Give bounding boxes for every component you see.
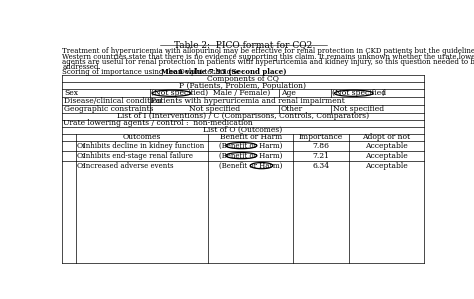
Text: Age: Age xyxy=(281,89,296,97)
Text: Patients with hyperuricemia and renal impairment: Patients with hyperuricemia and renal im… xyxy=(152,97,345,105)
Text: Acceptable: Acceptable xyxy=(365,162,408,170)
Text: Sex: Sex xyxy=(64,89,78,97)
Text: Acceptable: Acceptable xyxy=(365,152,408,160)
Text: Not specified: Not specified xyxy=(189,105,240,113)
Text: Increased adverse events: Increased adverse events xyxy=(83,162,174,170)
Text: Importance: Importance xyxy=(299,133,343,141)
Text: 7.86: 7.86 xyxy=(313,142,330,150)
Text: Other: Other xyxy=(281,105,303,113)
Text: Inhibits end-stage renal failure: Inhibits end-stage renal failure xyxy=(83,152,193,160)
Text: Mean value 7.93 (Second place): Mean value 7.93 (Second place) xyxy=(161,68,286,76)
Text: Benefit or Harm: Benefit or Harm xyxy=(219,133,282,141)
Text: O₃: O₃ xyxy=(77,162,86,170)
Text: Inhibits decline in kidney function: Inhibits decline in kidney function xyxy=(83,142,204,150)
Text: Adopt or not: Adopt or not xyxy=(362,133,410,141)
Text: (Benefit or Harm): (Benefit or Harm) xyxy=(219,162,283,170)
Text: Acceptable: Acceptable xyxy=(365,142,408,150)
Text: Scoring of importance using the Delphi technique :: Scoring of importance using the Delphi t… xyxy=(63,68,247,76)
Text: Disease/clinical condition: Disease/clinical condition xyxy=(64,97,162,105)
Text: Western countries state that there is no evidence supporting this claim. It rema: Western countries state that there is no… xyxy=(63,53,474,61)
Text: Components of CQ: Components of CQ xyxy=(207,75,279,83)
Text: O₁: O₁ xyxy=(77,142,86,150)
Text: agents are useful for renal protection in patients with hyperuricemia and kidney: agents are useful for renal protection i… xyxy=(63,58,474,66)
Text: List of O (Outcomes): List of O (Outcomes) xyxy=(203,126,283,134)
Text: Table 2:  PICO format for CQ2: Table 2: PICO format for CQ2 xyxy=(174,40,312,49)
Text: ): ) xyxy=(382,89,384,97)
Text: 7.21: 7.21 xyxy=(313,152,330,160)
Text: addressed.: addressed. xyxy=(63,63,101,71)
Text: Outcomes: Outcomes xyxy=(123,133,161,141)
Text: Geographic constraints: Geographic constraints xyxy=(64,105,154,113)
Text: P (Patients, Problem, Population): P (Patients, Problem, Population) xyxy=(180,82,306,89)
Text: (Not specified)  Male / Female): (Not specified) Male / Female) xyxy=(152,89,271,97)
Text: List of I (Interventions) / C (Comparisons, Controls, Comparators): List of I (Interventions) / C (Compariso… xyxy=(117,112,369,120)
Text: Not specified: Not specified xyxy=(333,105,384,113)
Text: (Not specified: (Not specified xyxy=(332,89,386,97)
Text: O₂: O₂ xyxy=(77,152,86,160)
Text: Treatment of hyperuricemia with allopurinol may be effective for renal protectio: Treatment of hyperuricemia with allopuri… xyxy=(63,48,474,55)
Text: (Benefit or Harm): (Benefit or Harm) xyxy=(219,152,283,160)
Text: 6.34: 6.34 xyxy=(313,162,330,170)
Text: Urate lowering agents / control :  non-medication: Urate lowering agents / control : non-me… xyxy=(63,119,253,127)
Text: (Benefit or Harm): (Benefit or Harm) xyxy=(219,142,283,150)
